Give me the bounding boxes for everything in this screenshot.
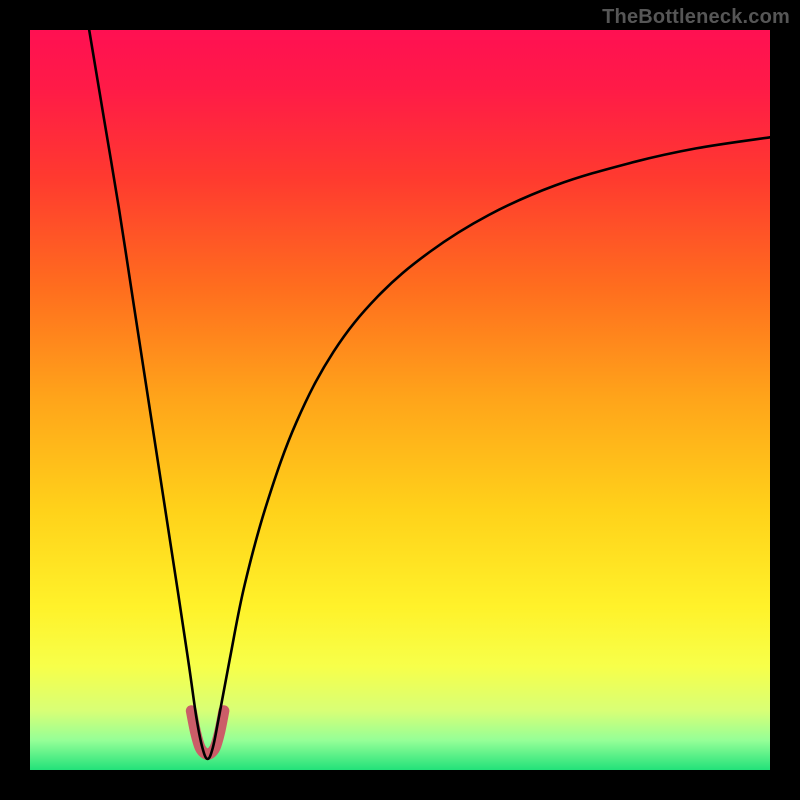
watermark-text: TheBottleneck.com <box>602 6 790 29</box>
chart-container: TheBottleneck.com <box>0 0 800 800</box>
bottleneck-chart <box>0 0 800 800</box>
plot-background <box>30 30 770 770</box>
